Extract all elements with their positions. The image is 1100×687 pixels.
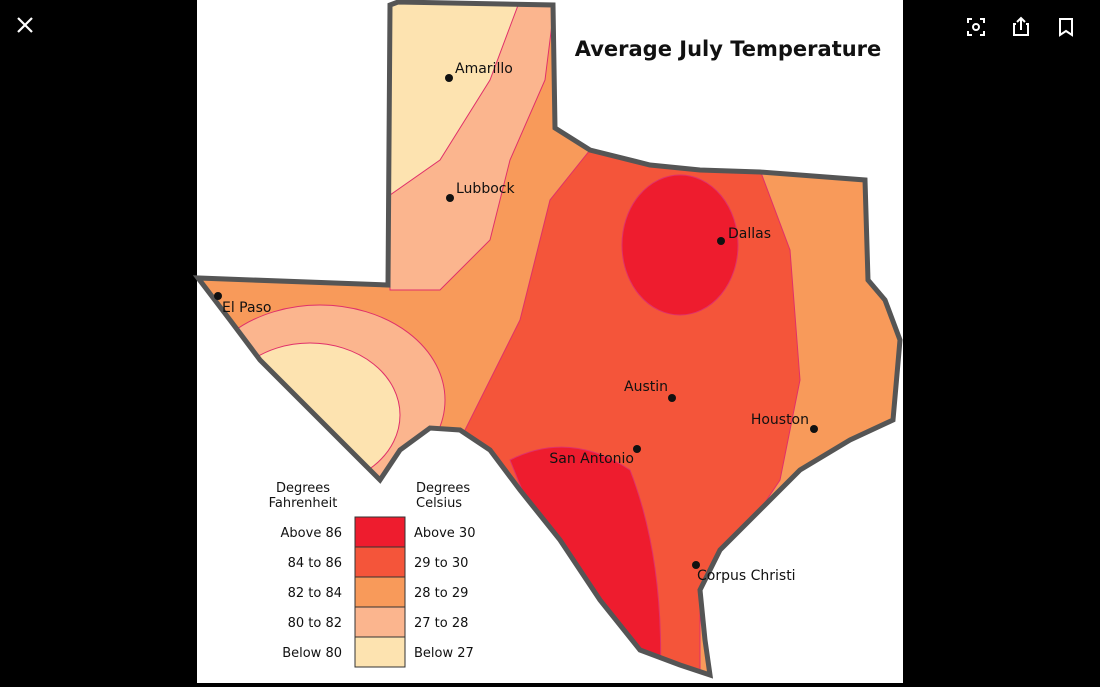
legend-swatch <box>354 546 406 578</box>
city-label: Houston <box>751 412 809 428</box>
city-label: Corpus Christi <box>697 568 796 584</box>
close-button[interactable] <box>17 17 33 33</box>
legend-swatch <box>354 636 406 668</box>
city-label: Lubbock <box>456 181 515 197</box>
city-dot <box>810 425 818 433</box>
legend-label: Above 30 <box>414 526 475 541</box>
city-label: Austin <box>624 379 668 395</box>
legend-label: Above 86 <box>281 526 342 541</box>
city-dot <box>717 237 725 245</box>
save-button[interactable] <box>1059 18 1073 37</box>
legend-label: 27 to 28 <box>414 616 468 631</box>
city-dot <box>214 292 222 300</box>
legend-swatch <box>354 606 406 638</box>
map-title: Average July Temperature <box>575 37 882 61</box>
city-dot <box>668 394 676 402</box>
legend-label: 80 to 82 <box>288 616 342 631</box>
legend-label: 84 to 86 <box>288 556 342 571</box>
city-dot <box>445 74 453 82</box>
legend-label: Below 80 <box>282 646 342 661</box>
legend-header: Degrees <box>276 481 330 496</box>
legend-label: Below 27 <box>414 646 474 661</box>
city-label: Amarillo <box>455 61 513 77</box>
legend-label: 29 to 30 <box>414 556 468 571</box>
legend-header: Degrees <box>416 481 470 496</box>
legend-label: 28 to 29 <box>414 586 468 601</box>
city-dot <box>633 445 641 453</box>
legend-label: 82 to 84 <box>288 586 342 601</box>
city-dot <box>446 194 454 202</box>
zone <box>509 446 662 675</box>
legend-swatch <box>354 576 406 608</box>
share-button[interactable] <box>1013 16 1029 36</box>
city-dot <box>692 561 700 569</box>
legend-swatch <box>354 516 406 548</box>
city-label: San Antonio <box>549 451 634 467</box>
legend-header: Fahrenheit <box>269 496 338 511</box>
city-label: El Paso <box>222 300 271 316</box>
lens-button[interactable] <box>967 18 985 36</box>
legend-header: Celsius <box>416 496 462 511</box>
cities: Amarillo Lubbock Dallas El Paso Austin Housto… <box>214 61 818 584</box>
zone <box>621 174 739 316</box>
city-label: Dallas <box>728 226 771 242</box>
